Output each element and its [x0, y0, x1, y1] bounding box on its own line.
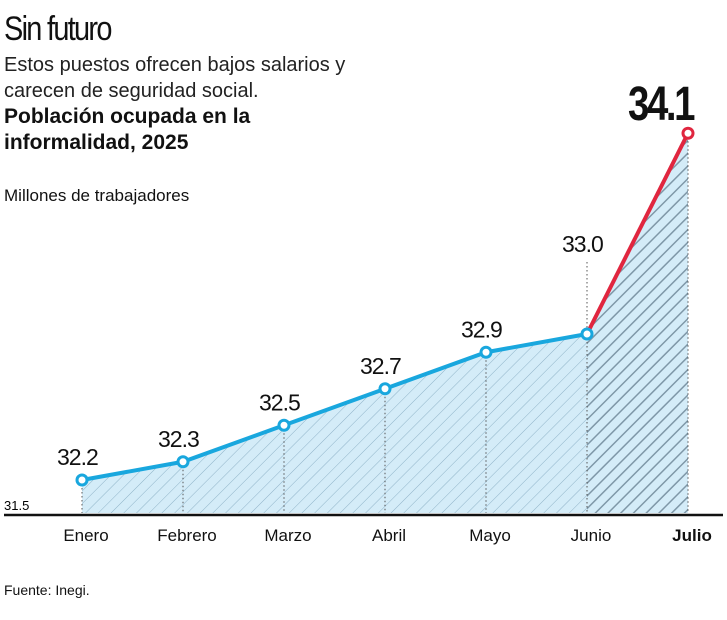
data-point	[681, 126, 695, 140]
headline: Sin futuro	[4, 10, 112, 48]
x-tick-label: Mayo	[469, 526, 511, 545]
data-label: 34.1	[628, 78, 694, 131]
data-point	[378, 382, 392, 396]
data-point	[479, 345, 493, 359]
data-label: 32.2	[57, 444, 98, 470]
x-tick-label: Enero	[63, 526, 108, 545]
data-label: 32.7	[360, 353, 401, 379]
data-point	[277, 418, 291, 432]
data-label: 33.0	[562, 231, 603, 257]
data-point	[176, 455, 190, 469]
area-fill	[82, 334, 587, 513]
area-fill-highlight	[587, 133, 688, 513]
data-label: 32.5	[259, 389, 300, 415]
y-baseline-label: 31.5	[4, 498, 29, 513]
x-tick-label: Marzo	[264, 526, 311, 545]
x-tick-label: Junio	[571, 526, 612, 545]
data-point	[75, 473, 89, 487]
x-tick-label: Abril	[372, 526, 406, 545]
data-label: 32.9	[461, 316, 502, 342]
subtitle: Estos puestos ofrecen bajos salarios y c…	[4, 54, 346, 102]
x-tick-label: Febrero	[157, 526, 217, 545]
y-axis-unit: Millones de trabajadores	[4, 186, 190, 205]
x-tick-label: Julio	[672, 526, 712, 545]
data-label: 32.3	[158, 426, 199, 452]
chart-title: Población ocupada en la informalidad, 20…	[4, 105, 251, 154]
series-line	[81, 332, 588, 482]
source-note: Fuente: Inegi.	[4, 582, 90, 598]
data-point	[580, 327, 594, 341]
series-line-highlight	[585, 132, 690, 335]
